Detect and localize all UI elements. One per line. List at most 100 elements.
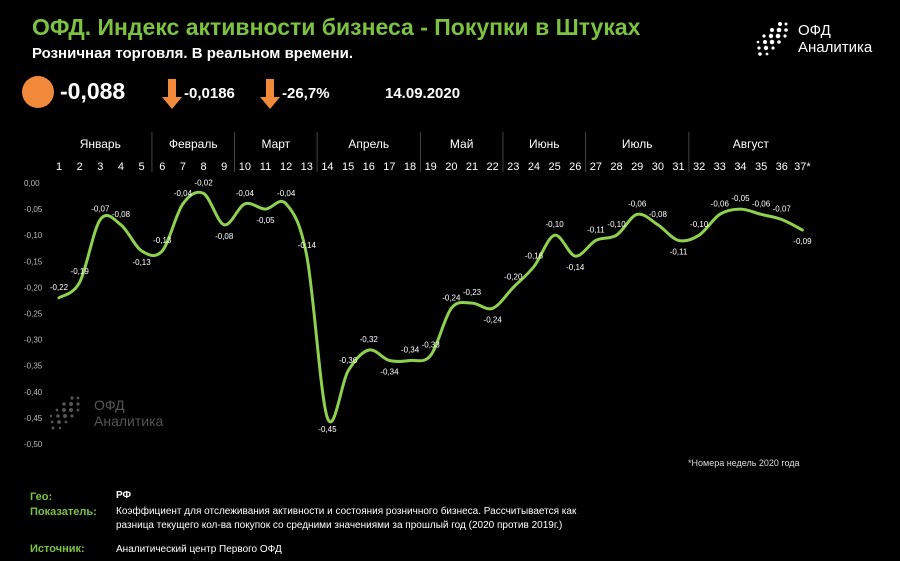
- data-label: -0,23: [463, 288, 482, 297]
- data-label: -0,04: [277, 189, 296, 198]
- chart-footnote: *Номера недель 2020 года: [688, 458, 800, 468]
- week-tick-label: 18: [404, 161, 416, 173]
- kpi-change-abs: -0,0186: [184, 85, 235, 102]
- week-tick-label: 22: [487, 161, 499, 173]
- indicator-line2: разница текущего кол-ва покупок со средн…: [116, 520, 563, 531]
- down-arrow-icon: [260, 79, 280, 109]
- data-label: -0,22: [50, 283, 69, 292]
- y-tick-label: -0,25: [24, 310, 43, 319]
- source-label: Источник:: [30, 543, 85, 555]
- data-label: -0,13: [132, 258, 151, 267]
- week-tick-label: 7: [180, 161, 186, 173]
- page-title: ОФД. Индекс активности бизнеса - Покупки…: [32, 14, 641, 40]
- data-label: -0,05: [731, 194, 750, 203]
- y-tick-label: -0,45: [24, 414, 43, 423]
- geo-label: Гео:: [30, 491, 53, 503]
- data-label: -0,20: [504, 272, 523, 281]
- month-label: Июль: [622, 137, 653, 151]
- data-label: -0,06: [628, 199, 647, 208]
- watermark-line2: Аналитика: [94, 413, 164, 429]
- y-tick-label: 0,00: [24, 179, 40, 188]
- week-tick-label: 1: [56, 161, 62, 173]
- data-label: -0,06: [752, 199, 771, 208]
- data-label: -0,07: [91, 205, 110, 214]
- y-tick-label: -0,15: [24, 257, 43, 266]
- month-label: Июнь: [529, 137, 560, 151]
- data-labels: -0,22-0,19-0,07-0,08-0,13-0,13-0,04-0,02…: [50, 178, 812, 433]
- week-tick-label: 4: [118, 161, 124, 173]
- week-tick-label: 27: [590, 161, 602, 173]
- geo-value: РФ: [116, 490, 132, 501]
- data-label: -0,19: [71, 267, 90, 276]
- data-label: -0,08: [112, 210, 131, 219]
- data-label: -0,11: [670, 247, 688, 256]
- week-tick-label: 20: [445, 161, 457, 173]
- month-label: Март: [261, 137, 290, 151]
- ofd-logo-line1: ОФД: [798, 22, 831, 39]
- data-label: -0,16: [525, 252, 544, 261]
- y-tick-label: -0,20: [24, 283, 43, 292]
- ofd-logo-line2: Аналитика: [798, 39, 873, 56]
- data-label: -0,34: [401, 345, 420, 354]
- week-tick-label: 36: [776, 161, 788, 173]
- data-label: -0,05: [256, 216, 275, 225]
- data-label: -0,08: [215, 232, 234, 241]
- week-tick-label: 37*: [794, 161, 811, 173]
- month-label: Апрель: [348, 137, 389, 151]
- data-label: -0,04: [174, 189, 193, 198]
- week-tick-label: 9: [221, 161, 227, 173]
- data-label: -0,08: [649, 210, 668, 219]
- week-tick-label: 16: [363, 161, 375, 173]
- month-label: Август: [733, 137, 770, 151]
- week-tick-label: 21: [466, 161, 478, 173]
- data-label: -0,45: [318, 425, 337, 434]
- down-arrow-icon: [162, 79, 182, 109]
- y-tick-label: -0,35: [24, 362, 43, 371]
- week-tick-label: 24: [528, 161, 540, 173]
- week-tick-label: 30: [652, 161, 664, 173]
- y-tick-label: -0,05: [24, 205, 43, 214]
- week-tick-label: 26: [569, 161, 581, 173]
- week-tick-label: 13: [301, 161, 313, 173]
- data-label: -0,33: [422, 340, 441, 349]
- data-label: -0,14: [298, 241, 317, 250]
- week-tick-label: 34: [734, 161, 746, 173]
- y-tick-label: -0,40: [24, 388, 43, 397]
- data-label: -0,32: [360, 335, 379, 344]
- week-tick-label: 19: [425, 161, 437, 173]
- week-tick-label: 3: [97, 161, 103, 173]
- data-label: -0,11: [587, 225, 605, 234]
- y-axis: 0,00 -0,05 -0,10 -0,15 -0,20 -0,25 -0,30 -0,35 -…: [24, 179, 43, 449]
- week-tick-label: 14: [321, 161, 333, 173]
- data-label: -0,09: [793, 237, 812, 246]
- week-tick-label: 12: [280, 161, 292, 173]
- data-label: -0,10: [690, 220, 709, 229]
- ofd-logo-dots-icon: [756, 22, 788, 56]
- indicator-label: Показатель:: [30, 506, 97, 518]
- week-tick-label: 31: [672, 161, 684, 173]
- y-tick-label: -0,10: [24, 231, 43, 240]
- month-label: Май: [450, 137, 474, 151]
- data-label: -0,02: [194, 178, 213, 187]
- data-label: -0,24: [442, 293, 461, 302]
- series-line: [57, 190, 804, 424]
- week-tick-label: 8: [200, 161, 206, 173]
- week-axis: 1 2 3 4 5 6 7 8 9 10 11 12 13 14 15 16 17 18 19 20 21 22 23 24 2…: [56, 161, 811, 173]
- week-tick-label: 23: [507, 161, 519, 173]
- watermark-line1: ОФД: [94, 397, 125, 413]
- week-tick-label: 11: [260, 161, 271, 173]
- watermark-logo: ОФД Аналитика: [49, 396, 164, 430]
- kpi-status-dot: [22, 76, 54, 108]
- ofd-logo: ОФД Аналитика: [752, 20, 892, 60]
- week-tick-label: 5: [139, 161, 145, 173]
- data-label: -0,04: [236, 189, 255, 198]
- month-label: Январь: [80, 137, 121, 151]
- week-tick-label: 32: [693, 161, 705, 173]
- indicator-line1: Коэффициент для отслеживания активности …: [116, 506, 577, 517]
- data-label: -0,06: [711, 199, 730, 208]
- data-label: -0,13: [153, 236, 172, 245]
- month-label: Февраль: [169, 137, 218, 151]
- page-subtitle: Розничная торговля. В реальном времени.: [32, 45, 353, 62]
- data-label: -0,34: [380, 367, 399, 376]
